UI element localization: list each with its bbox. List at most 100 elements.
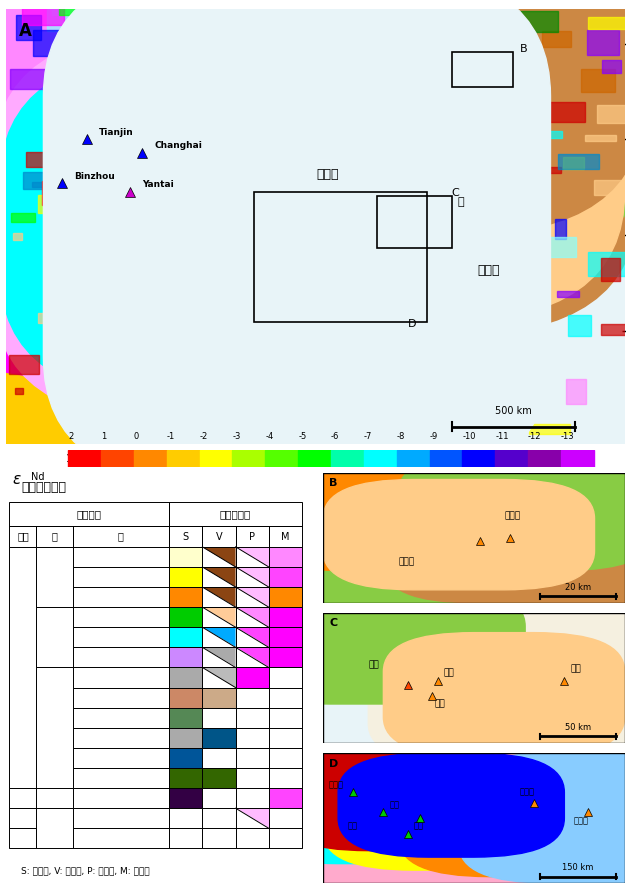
Bar [239, 392, 279, 408]
Text: 宇和: 宇和 [347, 822, 357, 830]
Text: ジュラ紀: ジュラ紀 [112, 632, 130, 642]
Text: 原生代: 原生代 [16, 794, 30, 803]
Text: 野島: 野島 [369, 661, 379, 670]
Text: 1: 1 [101, 432, 106, 442]
Polygon shape [203, 547, 235, 567]
Text: 盤洲: 盤洲 [444, 668, 454, 677]
FancyBboxPatch shape [398, 453, 631, 570]
Bar [509, 11, 558, 32]
Polygon shape [235, 808, 269, 829]
Bar [203, 648, 235, 667]
Bar [16, 15, 40, 40]
Bar [235, 728, 269, 747]
Bar [73, 547, 169, 567]
FancyBboxPatch shape [0, 0, 365, 444]
Bar [203, 747, 235, 768]
FancyBboxPatch shape [0, 30, 415, 422]
Text: V: V [216, 532, 222, 541]
Polygon shape [235, 587, 269, 607]
Bar [73, 747, 169, 768]
Bar [9, 355, 39, 374]
FancyBboxPatch shape [192, 0, 631, 261]
Bar [15, 388, 23, 393]
Text: 石炭紀: 石炭紀 [114, 693, 128, 702]
FancyBboxPatch shape [44, 0, 550, 488]
Bar [265, 450, 298, 467]
Bar [269, 808, 302, 829]
Bar [269, 35, 280, 50]
Bar [169, 829, 203, 848]
FancyBboxPatch shape [233, 434, 631, 641]
Bar [269, 829, 302, 848]
Bar [62, 72, 82, 80]
Text: 地質年代: 地質年代 [77, 509, 102, 519]
Polygon shape [203, 648, 235, 667]
Polygon shape [235, 607, 269, 627]
FancyBboxPatch shape [369, 594, 631, 763]
Text: 50 km: 50 km [565, 723, 591, 732]
FancyBboxPatch shape [384, 460, 631, 603]
Bar [208, 96, 242, 120]
Bar [52, 187, 100, 203]
Bar [38, 194, 68, 213]
Bar [601, 258, 620, 281]
Bar [80, 118, 113, 141]
Bar [169, 648, 203, 667]
Text: -11: -11 [495, 432, 509, 442]
Bar [203, 707, 235, 728]
Bar [167, 140, 186, 156]
Text: 北山崎: 北山崎 [329, 780, 344, 789]
Bar [298, 450, 331, 467]
Bar [238, 13, 276, 30]
Bar [585, 135, 616, 141]
Bar [101, 450, 134, 467]
Bar [73, 808, 169, 829]
Text: 2: 2 [68, 432, 73, 442]
Bar [345, 343, 392, 364]
Text: 地質図の凡例: 地質図の凡例 [21, 481, 66, 494]
Text: カンブリア紀: カンブリア紀 [107, 773, 135, 782]
Polygon shape [203, 607, 235, 627]
Bar [566, 379, 586, 404]
Bar [52, 6, 92, 14]
Bar [96, 221, 144, 231]
Text: C: C [329, 618, 337, 628]
Bar [500, 139, 536, 161]
Polygon shape [203, 648, 235, 667]
Text: Binzhou: Binzhou [74, 171, 115, 181]
Bar [266, 316, 287, 336]
Text: B: B [329, 478, 338, 488]
Bar [269, 707, 302, 728]
Bar [483, 344, 516, 351]
Bar [327, 112, 349, 138]
Bar [364, 450, 397, 467]
Bar [597, 105, 627, 123]
Bar [235, 747, 269, 768]
Text: 厚岸湖: 厚岸湖 [504, 511, 520, 520]
Bar [195, 388, 230, 401]
Text: -8: -8 [397, 432, 405, 442]
Text: 岩石の種類: 岩石の種類 [220, 509, 251, 519]
Bar [9, 526, 37, 547]
Bar [247, 314, 289, 326]
Text: 新生代: 新生代 [50, 569, 59, 584]
Polygon shape [235, 648, 269, 667]
Bar [73, 667, 169, 688]
Text: -9: -9 [430, 432, 438, 442]
Text: ペルム紀: ペルム紀 [112, 673, 130, 682]
Bar [180, 186, 192, 208]
Bar [11, 212, 35, 222]
Bar [103, 353, 112, 376]
Bar [73, 829, 169, 848]
Bar [235, 587, 269, 607]
Text: -5: -5 [298, 432, 307, 442]
Text: Yantai: Yantai [143, 180, 174, 189]
Bar [134, 450, 167, 467]
Bar [73, 789, 169, 808]
Bar [235, 567, 269, 587]
Bar [184, 182, 191, 187]
Bar [73, 728, 169, 747]
Bar [203, 667, 235, 688]
Polygon shape [235, 808, 269, 829]
Text: 太平洋: 太平洋 [478, 263, 500, 277]
